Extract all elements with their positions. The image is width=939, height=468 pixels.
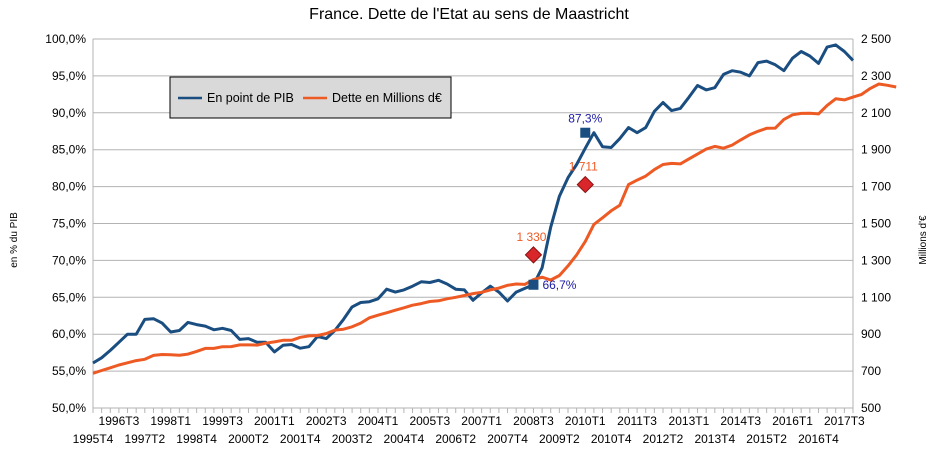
x-tick-label: 1997T2 bbox=[124, 432, 165, 446]
x-tick-label: 2003T2 bbox=[332, 432, 373, 446]
x-tick-label: 2010T4 bbox=[591, 432, 632, 446]
x-tick-label: 2016T1 bbox=[772, 414, 813, 428]
legend-label-pib: En point de PIB bbox=[207, 91, 294, 105]
data-label: 1 330 bbox=[516, 230, 546, 244]
x-tick-label: 1995T4 bbox=[73, 432, 114, 446]
left-tick-label: 55,0% bbox=[52, 364, 86, 378]
right-axis-ticks: 500 700 900 1 100 1 300 1 500 1 700 1 900 2 100 2… bbox=[861, 32, 891, 415]
x-tick-label: 2013T1 bbox=[669, 414, 710, 428]
left-tick-label: 100,0% bbox=[45, 32, 86, 46]
x-axis-ticks: 1996T3 1998T1 1999T3 2001T1 2002T3 2004T1 2005… bbox=[73, 408, 865, 446]
x-tick-label: 2007T1 bbox=[461, 414, 502, 428]
left-tick-label: 50,0% bbox=[52, 401, 86, 415]
left-tick-label: 85,0% bbox=[52, 143, 86, 157]
x-tick-label: 1996T3 bbox=[99, 414, 140, 428]
data-label: 66,7% bbox=[542, 278, 576, 292]
x-tick-label: 2002T3 bbox=[306, 414, 347, 428]
right-tick-label: 1 900 bbox=[861, 143, 891, 157]
right-tick-label: 900 bbox=[861, 327, 881, 341]
x-tick-label: 2013T4 bbox=[694, 432, 735, 446]
x-tick-label: 2001T1 bbox=[254, 414, 295, 428]
right-tick-label: 2 300 bbox=[861, 69, 891, 83]
left-tick-label: 95,0% bbox=[52, 69, 86, 83]
left-tick-label: 60,0% bbox=[52, 327, 86, 341]
series-lines bbox=[92, 43, 897, 375]
legend-label-dette: Dette en Millions d€ bbox=[332, 91, 442, 105]
x-tick-label: 2000T2 bbox=[228, 432, 269, 446]
x-tick-label: 2005T3 bbox=[409, 414, 450, 428]
x-tick-label: 2017T3 bbox=[824, 414, 865, 428]
x-tick-label: 2004T4 bbox=[384, 432, 425, 446]
x-tick-label: 2012T2 bbox=[643, 432, 684, 446]
chart-title: France. Dette de l'Etat au sens de Maast… bbox=[309, 6, 629, 23]
left-tick-label: 80,0% bbox=[52, 180, 86, 194]
x-tick-label: 2016T4 bbox=[798, 432, 839, 446]
series-line-dette bbox=[92, 82, 897, 375]
x-tick-label: 2015T2 bbox=[746, 432, 787, 446]
left-tick-label: 90,0% bbox=[52, 106, 86, 120]
right-tick-label: 2 100 bbox=[861, 106, 891, 120]
x-tick-label: 1998T1 bbox=[150, 414, 191, 428]
data-marker-diamond bbox=[576, 175, 594, 194]
x-tick-label: 1999T3 bbox=[202, 414, 243, 428]
x-tick-label: 2009T2 bbox=[539, 432, 580, 446]
x-tick-label: 2014T3 bbox=[720, 414, 761, 428]
data-marker-square bbox=[580, 127, 591, 138]
x-tick-label: 2008T3 bbox=[513, 414, 554, 428]
right-tick-label: 1 100 bbox=[861, 290, 891, 304]
left-tick-label: 65,0% bbox=[52, 290, 86, 304]
x-tick-label: 1998T4 bbox=[176, 432, 217, 446]
x-tick-label: 2006T2 bbox=[435, 432, 476, 446]
left-axis-label: en % du PIB bbox=[9, 212, 20, 268]
data-marker-square bbox=[528, 279, 539, 290]
annotations: 66,7% 87,3% 1 330 1 711 bbox=[516, 112, 602, 292]
left-tick-label: 70,0% bbox=[52, 253, 86, 267]
x-tick-label: 2010T1 bbox=[565, 414, 606, 428]
right-tick-label: 2 500 bbox=[861, 32, 891, 46]
data-label: 87,3% bbox=[568, 112, 602, 126]
series-line-pib bbox=[92, 43, 855, 365]
grid bbox=[92, 38, 854, 409]
legend: En point de PIB Dette en Millions d€ bbox=[169, 76, 452, 119]
right-tick-label: 1 700 bbox=[861, 180, 891, 194]
x-tick-label: 2001T4 bbox=[280, 432, 321, 446]
x-tick-label: 2011T3 bbox=[617, 414, 657, 428]
right-tick-label: 1 500 bbox=[861, 217, 891, 231]
data-marker-diamond bbox=[524, 246, 543, 264]
data-label: 1 711 bbox=[569, 160, 598, 174]
right-tick-label: 1 300 bbox=[861, 253, 891, 267]
right-tick-label: 500 bbox=[861, 401, 881, 415]
x-tick-label: 2007T4 bbox=[487, 432, 528, 446]
left-tick-label: 75,0% bbox=[52, 217, 86, 231]
x-tick-label: 2004T1 bbox=[358, 414, 399, 428]
right-axis-label: Millions d'€ bbox=[918, 215, 929, 265]
left-axis-ticks: 50,0% 55,0% 60,0% 65,0% 70,0% 75,0% 80,0% 85,0%… bbox=[45, 32, 86, 415]
right-tick-label: 700 bbox=[861, 364, 881, 378]
